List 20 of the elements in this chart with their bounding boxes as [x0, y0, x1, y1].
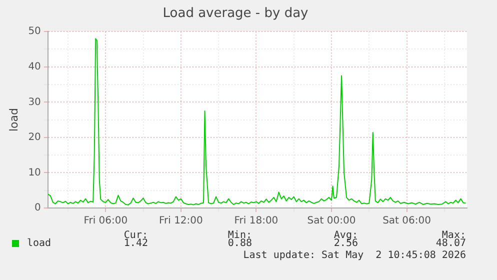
- text: 1.42: [124, 238, 148, 249]
- x-tick-label: Fri 12:00: [158, 216, 203, 227]
- y-tick-label: 40: [28, 61, 41, 72]
- text: 48.07: [436, 238, 466, 249]
- y-tick-label: 20: [28, 132, 41, 144]
- x-tick-label: Fri 18:00: [234, 216, 278, 227]
- text: Avg:: [334, 230, 358, 241]
- y-tick-label: 10: [28, 167, 41, 178]
- text: Last update: Sat May 2 10:45:08 2026: [243, 250, 466, 261]
- text: 0.88: [228, 238, 252, 249]
- text: 2.56: [334, 238, 358, 249]
- legend-label: load: [27, 238, 52, 249]
- chart-title: Load average - by day: [162, 6, 309, 22]
- x-tick-label: Sat 00:00: [307, 216, 356, 227]
- x-tick-label: Fri 06:00: [84, 216, 128, 227]
- y-tick-label: 50: [28, 26, 41, 38]
- y-tick-label: 0: [34, 202, 41, 214]
- y-tick-label: 30: [28, 96, 41, 108]
- x-tick-label: Sat 06:00: [382, 216, 431, 227]
- y-axis-title: load: [7, 108, 20, 132]
